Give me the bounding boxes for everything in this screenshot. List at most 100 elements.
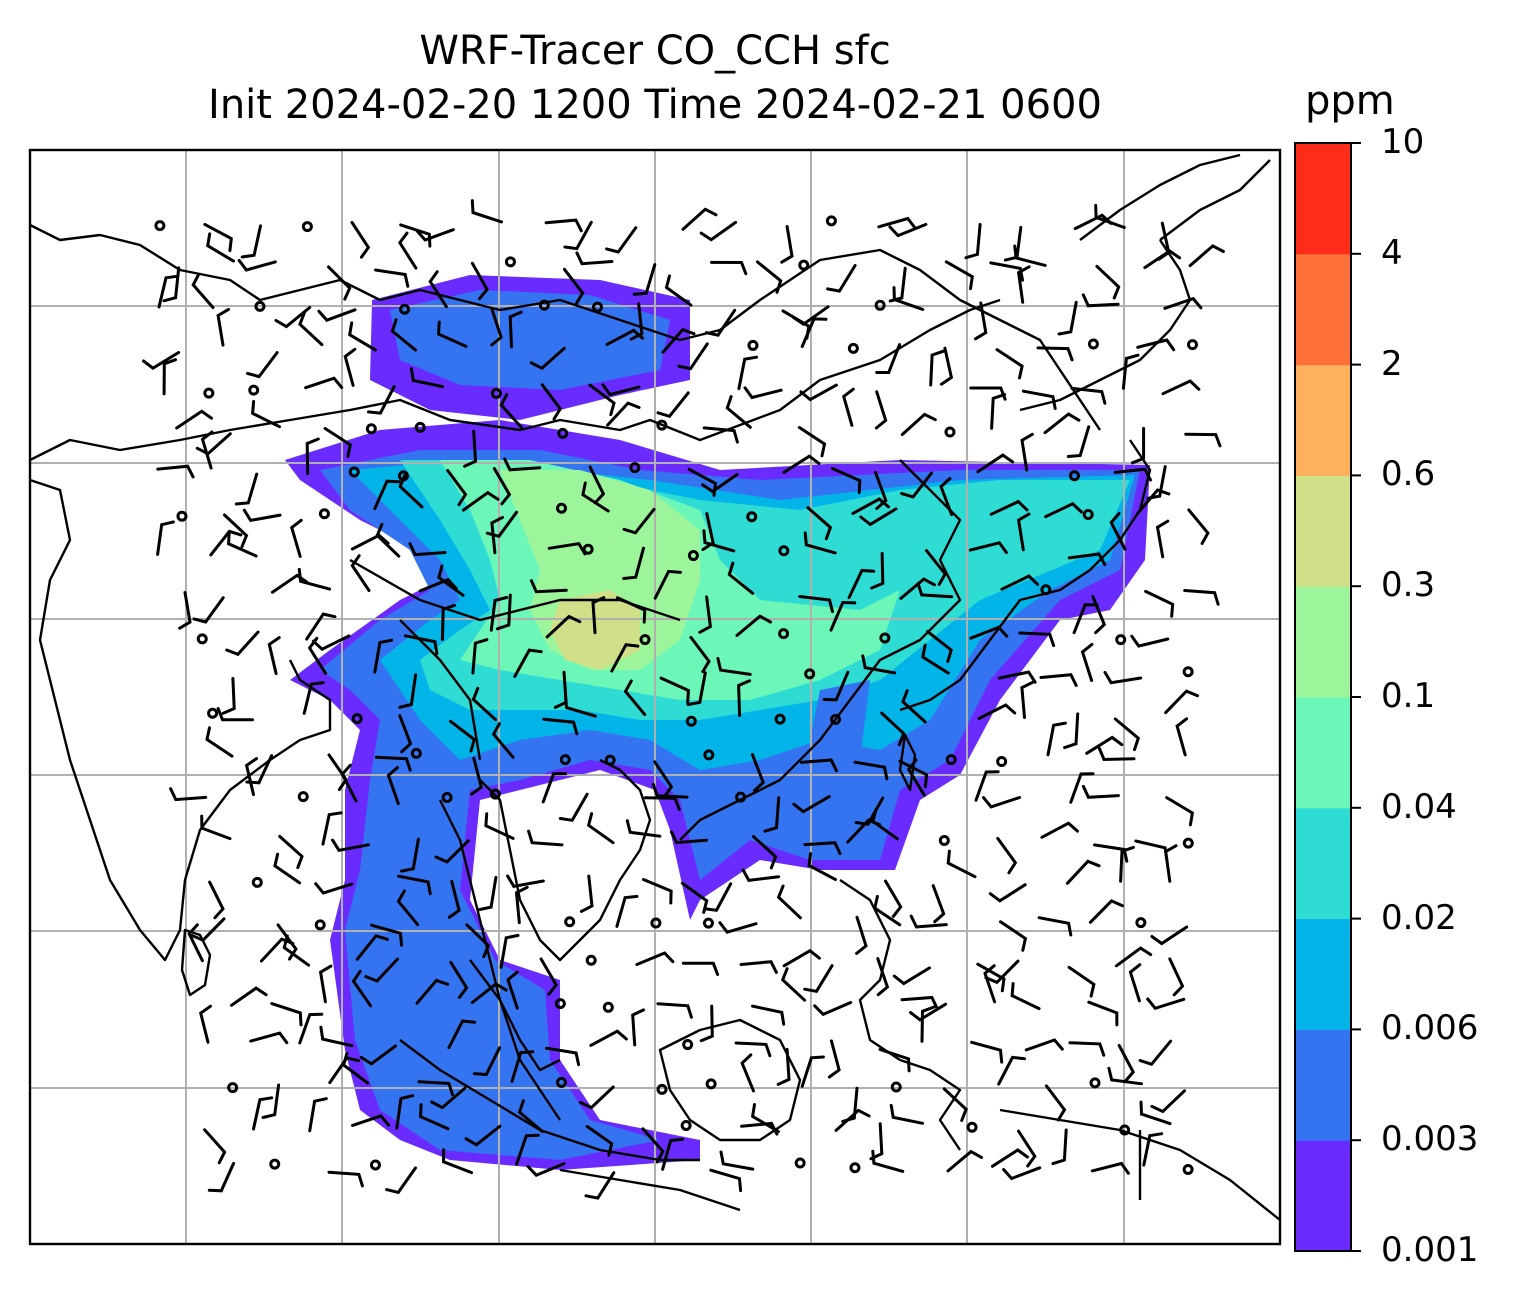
calm-wind-circle [555,1076,567,1088]
wind-barb [558,792,589,822]
wind-barb [397,231,418,270]
wind-barb [503,457,542,472]
wind-barb [661,327,696,354]
wind-barb [735,614,772,637]
wind-barb [900,471,933,499]
wind-barb [434,839,470,864]
calm-wind-circle [1182,1163,1194,1175]
wind-barb [540,383,563,421]
wind-barb [192,596,225,624]
wind-barb [187,923,204,963]
wind-barb [437,564,465,597]
wind-barb [1130,634,1170,648]
wind-barb [544,218,583,233]
calm-wind-circle [879,632,891,644]
wind-barb [1090,1161,1130,1175]
wind-barb [1142,1132,1164,1167]
wind-barb [677,342,709,371]
wind-barb [984,959,1020,985]
wind-barb [418,1103,450,1131]
wind-barb [834,1108,871,1132]
wind-barb [203,1128,227,1165]
colorbar-tick-label: 4 [1381,232,1403,273]
calm-wind-circle [251,876,263,888]
wind-barb [699,1004,714,1043]
wind-barb [270,1002,303,1027]
calm-wind-circle [314,919,326,931]
wind-barb [403,634,439,655]
wind-barb [853,760,889,781]
wind-barb [207,1161,236,1193]
wind-barb [485,510,519,539]
wind-barb [348,321,377,352]
colorbar-segment [1295,807,1351,920]
wind-barb [743,386,783,400]
wind-barb [689,635,711,674]
wind-barb [350,220,371,259]
calm-wind-circle [778,628,790,640]
wind-barb [1003,225,1023,262]
wind-barb [513,648,543,678]
wind-barb [323,427,352,458]
wind-barb [1168,957,1185,997]
wind-barb [1164,689,1199,715]
wind-barb [1036,346,1074,362]
wind-barb [398,673,418,709]
wind-barb [1183,589,1220,606]
calm-wind-circle [794,1157,806,1169]
calm-wind-circle [703,749,715,761]
calm-wind-circle [399,303,411,315]
wind-barb [499,392,523,429]
wind-barb [871,1149,905,1173]
wind-barb [289,518,303,558]
wind-barb [1155,519,1170,559]
wind-barb [589,1029,628,1047]
wind-barb [1136,488,1171,515]
map-frame [28,148,1282,1246]
wind-barb [651,782,689,799]
wind-barb [1144,589,1175,618]
wind-barb [1013,244,1047,267]
wind-barb [702,529,736,553]
wind-barb [490,515,504,555]
wind-barb [653,569,682,600]
calm-wind-circle [1087,338,1099,350]
colorbar-segment [1295,253,1351,366]
wind-barb [701,472,739,494]
wind-barb [244,757,258,797]
wind-barb [615,596,647,624]
wind-barb [447,879,461,919]
wind-barb [629,302,644,341]
wind-barb [216,707,254,722]
wind-barb [470,982,508,1004]
wind-barb [584,1171,616,1200]
wind-barb [355,934,389,961]
wind-barb [929,349,945,387]
calm-wind-circle [365,423,377,435]
wind-barb [579,1085,615,1110]
wind-barb [699,220,738,242]
calm-wind-circle [656,1083,668,1095]
wind-barb [464,1124,502,1147]
wind-barb [1143,249,1182,270]
calm-wind-circle [592,301,604,313]
wind-barb [563,220,593,251]
wind-barb [156,464,195,479]
wind-barb [656,391,690,419]
wind-barb [803,531,837,555]
calm-wind-circle [705,1078,717,1090]
wind-barb [208,880,225,920]
wind-barb [1063,712,1080,750]
wind-barb [1002,1166,1042,1181]
wind-barb [252,1096,274,1131]
wind-barb [203,222,233,253]
wind-barb [661,1137,685,1171]
wind-barb [331,838,370,852]
wind-barb [249,1031,289,1045]
wind-barb [813,1001,853,1017]
wind-barb [430,1086,467,1110]
wind-barb [527,829,564,847]
wind-barb [529,579,568,594]
wind-barb [1136,338,1176,352]
